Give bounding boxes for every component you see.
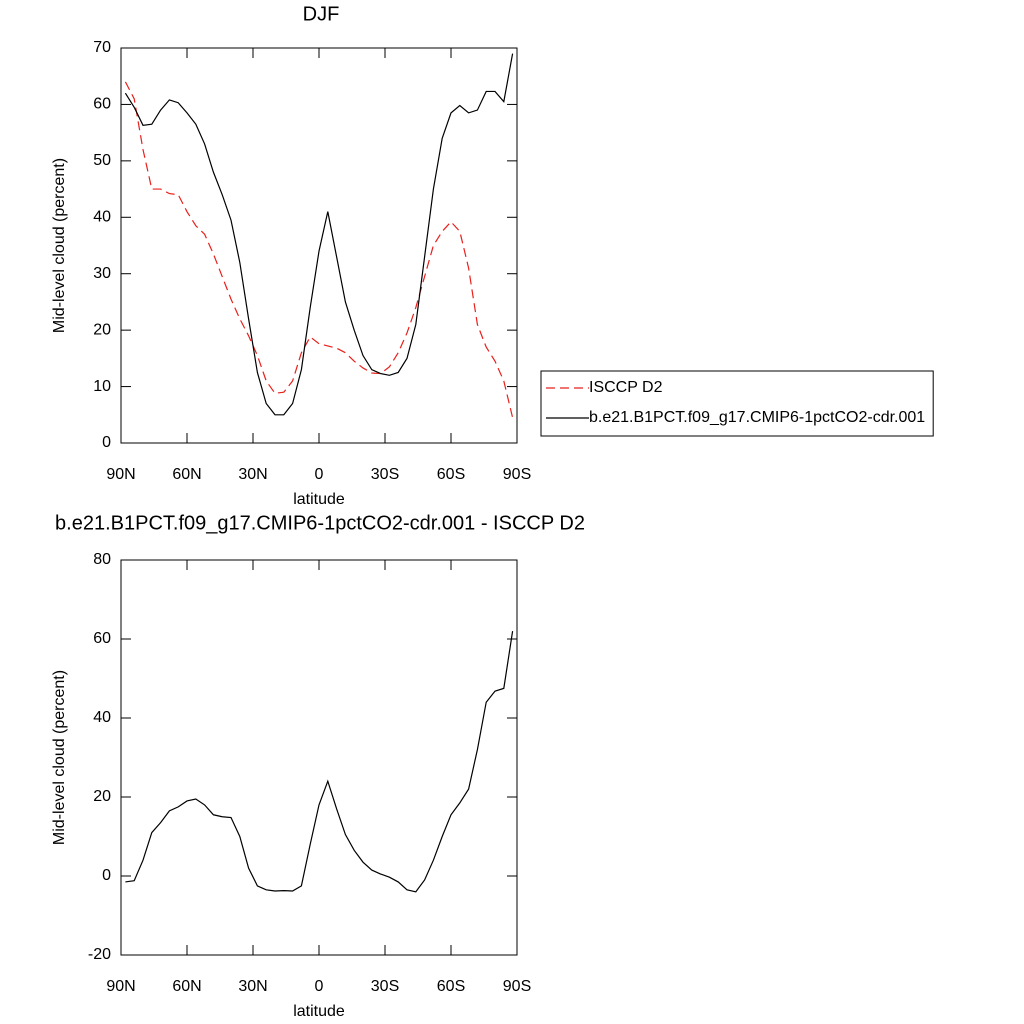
x-tick-label: 30S xyxy=(371,978,399,995)
chart-title: DJF xyxy=(303,3,340,25)
legend: ISCCP D2 b.e21.B1PCT.f09_g17.CMIP6-1pctCO… xyxy=(540,370,934,437)
y-tick-label: 20 xyxy=(93,788,111,805)
x-tick-label: 30N xyxy=(238,466,267,483)
x-tick-label: 60S xyxy=(437,466,465,483)
y-tick-label: 0 xyxy=(102,434,111,451)
x-tick-label: 0 xyxy=(315,466,324,483)
x-tick-label: 60N xyxy=(172,978,201,995)
plot-frame xyxy=(120,559,518,956)
x-axis-label: latitude xyxy=(293,491,345,508)
y-tick-label: 50 xyxy=(93,152,111,169)
y-tick-label: 70 xyxy=(93,39,111,56)
y-tick-label: 40 xyxy=(93,209,111,226)
y-tick-label: 10 xyxy=(93,378,111,395)
y-axis-label: Mid-level cloud (percent) xyxy=(51,158,68,333)
y-tick-label: 60 xyxy=(93,96,111,113)
x-tick-label: 30N xyxy=(238,978,267,995)
x-tick-label: 0 xyxy=(315,978,324,995)
x-tick-label: 90S xyxy=(503,978,531,995)
y-tick-label: 30 xyxy=(93,265,111,282)
y-tick-label: -20 xyxy=(88,946,111,963)
y-tick-label: 40 xyxy=(93,709,111,726)
legend-label: b.e21.B1PCT.f09_g17.CMIP6-1pctCO2-cdr.00… xyxy=(589,409,925,426)
legend-label: ISCCP D2 xyxy=(589,379,663,396)
chart-title: b.e21.B1PCT.f09_g17.CMIP6-1pctCO2-cdr.00… xyxy=(55,512,585,534)
x-tick-label: 60N xyxy=(172,466,201,483)
x-tick-label: 90N xyxy=(106,978,135,995)
legend-box xyxy=(540,370,934,437)
x-tick-label: 60S xyxy=(437,978,465,995)
y-tick-label: 0 xyxy=(102,867,111,884)
y-axis-label: Mid-level cloud (percent) xyxy=(51,670,68,845)
data-line xyxy=(124,81,514,418)
x-axis-label: latitude xyxy=(293,1003,345,1020)
data-line xyxy=(124,53,514,416)
y-tick-label: 80 xyxy=(93,551,111,568)
x-tick-label: 90S xyxy=(503,466,531,483)
y-tick-label: 20 xyxy=(93,321,111,338)
x-tick-label: 30S xyxy=(371,466,399,483)
x-tick-label: 90N xyxy=(106,466,135,483)
y-tick-label: 60 xyxy=(93,630,111,647)
data-line xyxy=(125,631,514,893)
